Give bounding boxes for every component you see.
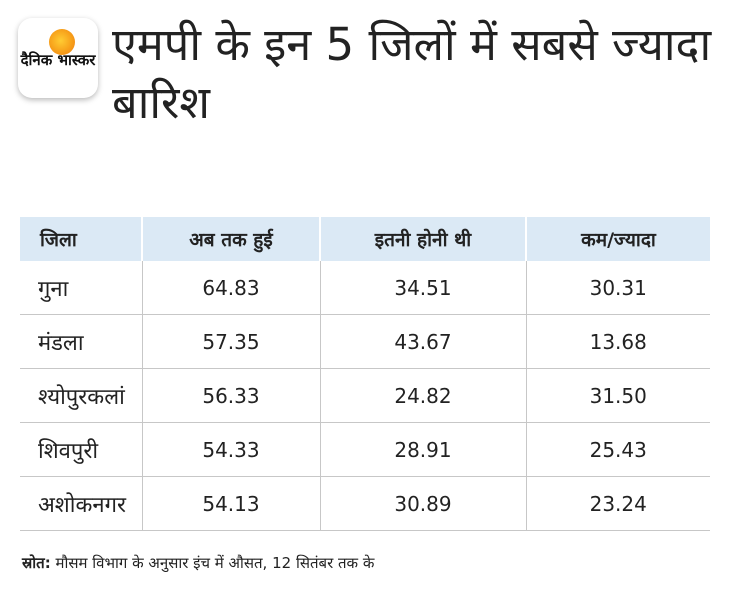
table-row: श्योपुरकलां 56.33 24.82 31.50 xyxy=(20,368,710,423)
district-cell: गुना xyxy=(20,261,143,315)
district-cell: अशोकनगर xyxy=(20,476,143,531)
rainfall-table: जिला अब तक हुई इतनी होनी थी कम/ज्यादा गु… xyxy=(20,217,710,531)
difference-cell: 13.68 xyxy=(526,314,710,369)
received-cell: 64.83 xyxy=(142,261,321,315)
district-cell: मंडला xyxy=(20,314,143,369)
logo-text: दैनिक भास्कर xyxy=(20,51,96,69)
table-header-row: जिला अब तक हुई इतनी होनी थी कम/ज्यादा xyxy=(20,217,710,261)
difference-cell: 25.43 xyxy=(526,422,710,477)
sun-icon xyxy=(49,29,75,55)
table-row: शिवपुरी 54.33 28.91 25.43 xyxy=(20,422,710,477)
table-row: गुना 64.83 34.51 30.31 xyxy=(20,261,710,315)
dainik-bhaskar-logo: दैनिक भास्कर xyxy=(18,18,98,98)
expected-cell: 43.67 xyxy=(320,314,527,369)
received-cell: 57.35 xyxy=(142,314,321,369)
difference-cell: 23.24 xyxy=(526,476,710,531)
difference-cell: 30.31 xyxy=(526,261,710,315)
expected-cell: 30.89 xyxy=(320,476,527,531)
received-cell: 56.33 xyxy=(142,368,321,423)
table-row: मंडला 57.35 43.67 13.68 xyxy=(20,314,710,369)
district-cell: श्योपुरकलां xyxy=(20,368,143,423)
received-cell: 54.33 xyxy=(142,422,321,477)
column-header-difference: कम/ज्यादा xyxy=(526,217,710,261)
column-header-expected: इतनी होनी थी xyxy=(320,217,527,261)
table-row: अशोकनगर 54.13 30.89 23.24 xyxy=(20,476,710,531)
page-title: एमपी के इन 5 जिलों में सबसे ज्यादा बारिश xyxy=(112,18,712,129)
source-note: स्रोत: मौसम विभाग के अनुसार इंच में औसत,… xyxy=(22,553,374,573)
expected-cell: 28.91 xyxy=(320,422,527,477)
expected-cell: 24.82 xyxy=(320,368,527,423)
expected-cell: 34.51 xyxy=(320,261,527,315)
source-text: मौसम विभाग के अनुसार इंच में औसत, 12 सित… xyxy=(55,554,375,572)
column-header-received: अब तक हुई xyxy=(142,217,321,261)
difference-cell: 31.50 xyxy=(526,368,710,423)
received-cell: 54.13 xyxy=(142,476,321,531)
column-header-district: जिला xyxy=(20,217,143,261)
source-label: स्रोत: xyxy=(22,554,51,572)
district-cell: शिवपुरी xyxy=(20,422,143,477)
